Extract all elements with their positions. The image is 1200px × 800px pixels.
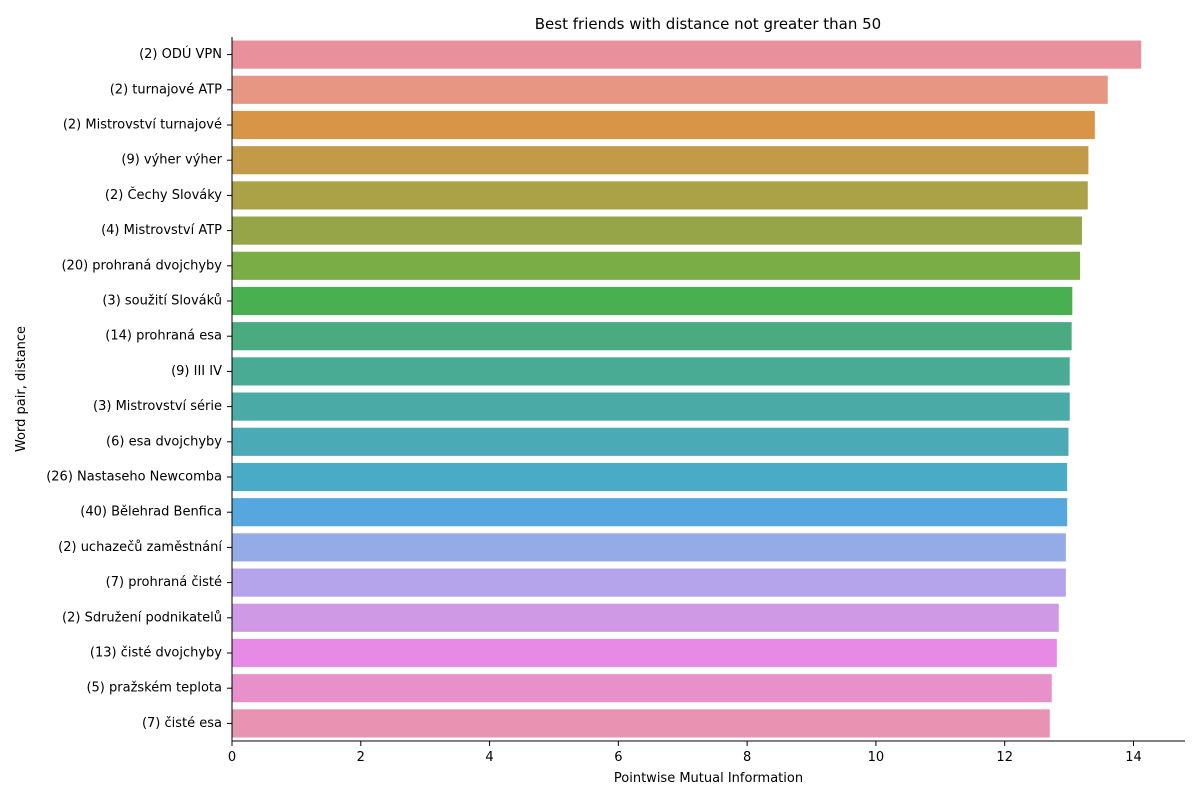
y-tick-label: (2) Čechy Slováky — [105, 187, 222, 203]
x-tick-label: 8 — [743, 750, 751, 765]
x-axis-title: Pointwise Mutual Information — [614, 771, 803, 786]
y-tick-label: (2) uchazečů zaměstnání — [58, 540, 222, 555]
y-axis-ticks: (2) ODÚ VPN (2) turnajové ATP (2) Mistrovs… — [46, 46, 232, 731]
y-tick-label: (13) čisté dvojchyby — [90, 646, 222, 661]
x-tick-label: 2 — [357, 750, 365, 765]
bar — [232, 392, 1070, 421]
y-tick-label: (5) pražském teplota — [86, 681, 222, 696]
y-tick-label: (14) prohraná esa — [105, 329, 222, 344]
bar — [232, 357, 1070, 386]
y-tick-label: (2) Mistrovství turnajové — [63, 118, 222, 133]
x-tick-label: 14 — [1125, 750, 1142, 765]
y-tick-label: (40) Bělehrad Benfica — [80, 505, 222, 520]
bar — [232, 40, 1142, 69]
bar — [232, 568, 1066, 597]
bar — [232, 110, 1095, 140]
y-tick-label: (3) Mistrovství série — [93, 399, 222, 414]
bar — [232, 462, 1068, 492]
y-tick-label: (2) turnajové ATP — [110, 82, 222, 97]
bar — [232, 75, 1108, 104]
y-tick-label: (3) soužití Slováků — [102, 294, 222, 309]
x-tick-label: 10 — [868, 750, 885, 765]
chart-title: Best friends with distance not greater t… — [535, 15, 881, 33]
y-tick-label: (4) Mistrovství ATP — [101, 223, 222, 238]
bar — [232, 146, 1089, 175]
y-axis-title: Word pair, distance — [14, 326, 29, 452]
y-tick-label: (9) výher výher — [121, 153, 222, 168]
y-tick-label: (2) ODÚ VPN — [139, 46, 222, 62]
bar — [232, 498, 1068, 527]
bar — [232, 286, 1073, 316]
x-axis-ticks: 0 2 4 6 8 10 12 14 — [228, 741, 1142, 765]
y-tick-label: (26) Nastaseho Newcomba — [46, 470, 222, 485]
bar — [232, 638, 1057, 668]
bar — [232, 533, 1066, 562]
y-tick-label: (2) Sdružení podnikatelů — [62, 610, 222, 625]
x-tick-label: 4 — [485, 750, 493, 765]
x-tick-label: 6 — [614, 750, 622, 765]
y-tick-label: (6) esa dvojchyby — [106, 434, 222, 449]
bar — [232, 181, 1088, 210]
bar — [232, 322, 1072, 351]
bar — [232, 427, 1069, 456]
x-tick-label: 0 — [228, 750, 236, 765]
y-tick-label: (7) čisté esa — [142, 716, 222, 731]
bar — [232, 251, 1081, 280]
bar — [232, 709, 1050, 738]
bar — [232, 674, 1052, 703]
x-tick-label: 12 — [996, 750, 1013, 765]
bars-group — [232, 40, 1142, 738]
bar — [232, 216, 1082, 245]
y-tick-label: (9) III IV — [171, 364, 222, 379]
y-tick-label: (7) prohraná čisté — [106, 575, 222, 590]
y-tick-label: (20) prohraná dvojchyby — [61, 258, 222, 273]
bar — [232, 603, 1059, 632]
